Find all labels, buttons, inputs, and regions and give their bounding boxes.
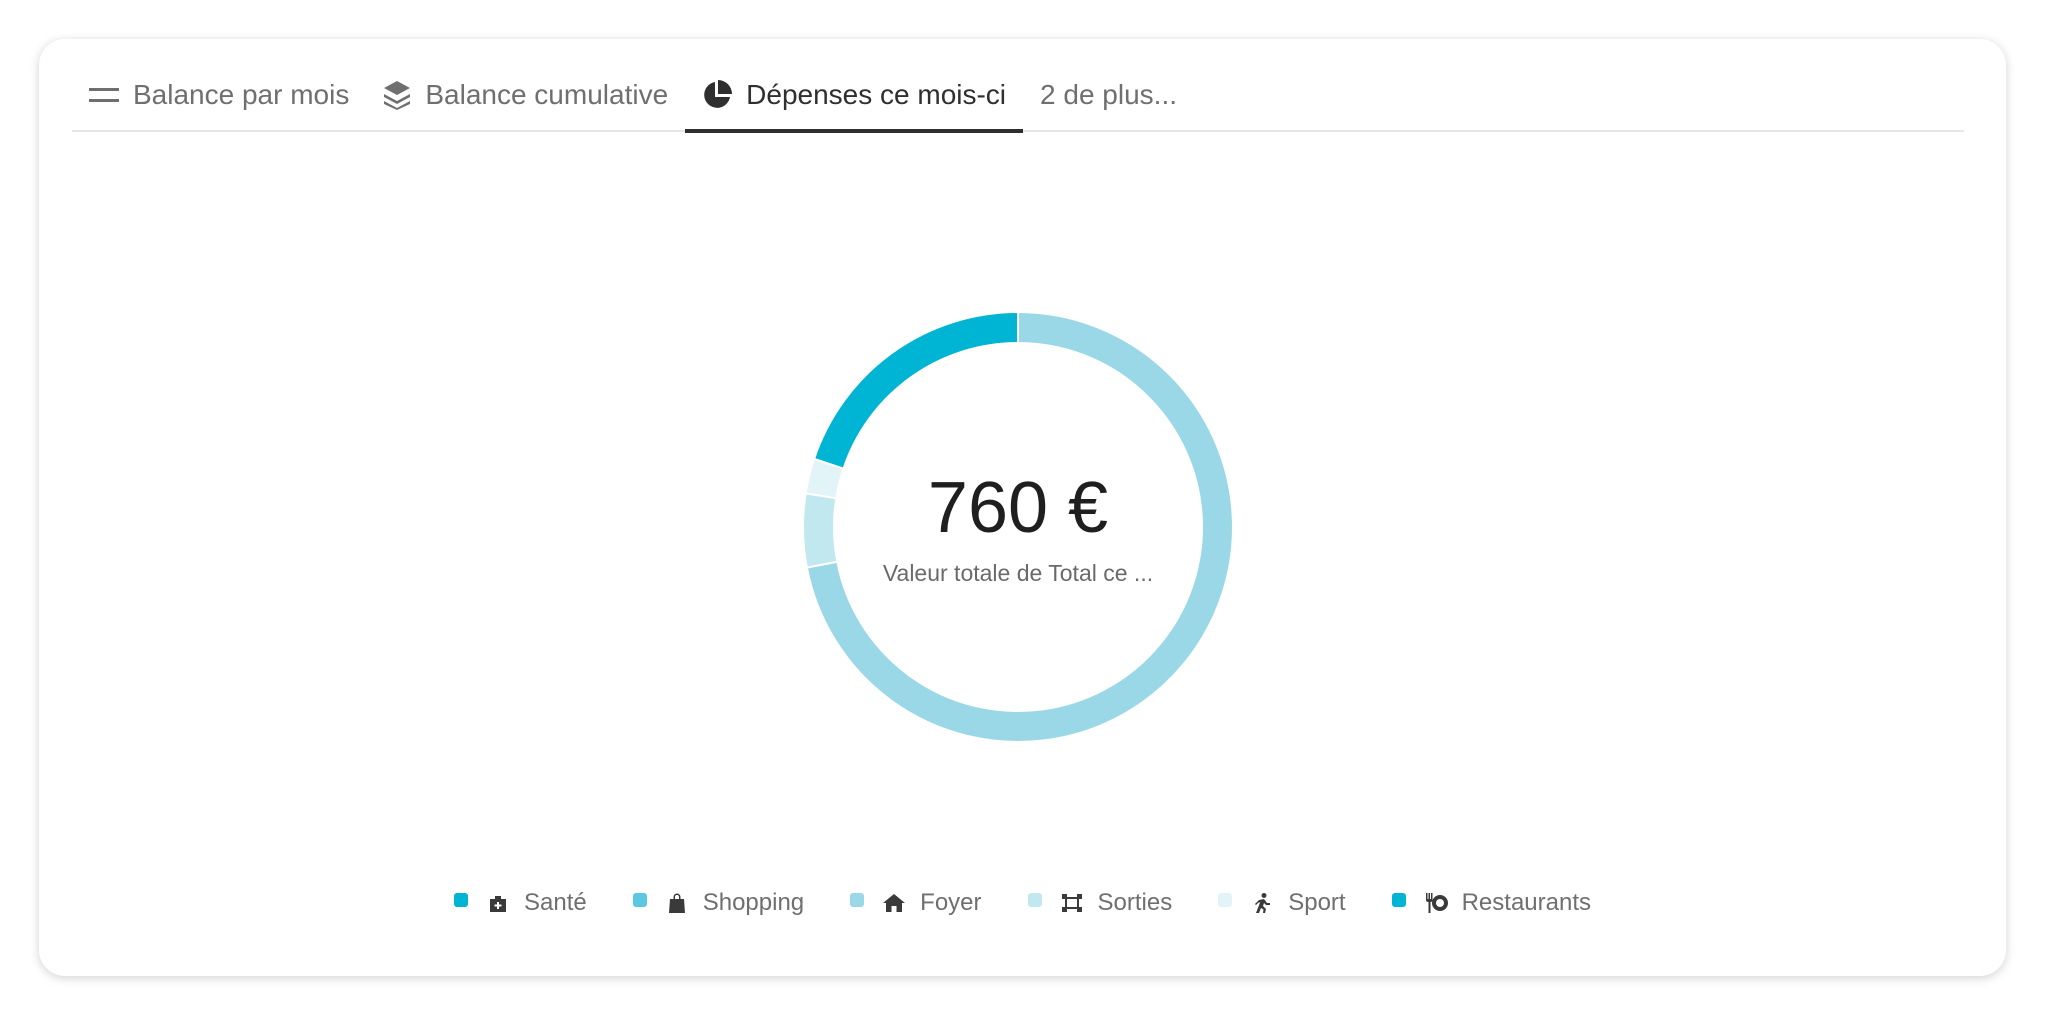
tab-label: 2 de plus...: [1040, 78, 1178, 110]
icon-shape: [1425, 893, 1448, 913]
legend-item[interactable]: Foyer: [850, 889, 982, 917]
tab[interactable]: Balance par mois: [72, 60, 366, 133]
icon-shape: [883, 894, 906, 912]
icon-shape: [1255, 893, 1271, 913]
legend-label: Foyer: [920, 889, 982, 916]
center-label: Valeur totale de Total ce ...: [883, 560, 1153, 586]
legend-swatch: [632, 893, 647, 907]
icon-shape: [490, 896, 506, 912]
card: Balance par mois Balance cumulative Dépe…: [39, 39, 2006, 976]
chart: 760 € Valeur totale de Total ce ...: [802, 310, 1234, 743]
donut-segment: [804, 457, 845, 500]
tab[interactable]: Balance cumulative: [366, 60, 685, 133]
legend-item[interactable]: Santé: [454, 889, 587, 917]
legend: Santé Shopping Foyer Sorties Sport Restaurant…: [39, 889, 2006, 917]
legend-icon: [1425, 893, 1448, 913]
center-value: 760 €: [928, 468, 1108, 548]
legend-swatch: [1027, 893, 1042, 907]
legend-icon: [668, 893, 685, 913]
icon-shape: [668, 893, 685, 913]
legend-label: Shopping: [702, 889, 805, 916]
tab-label: Balance cumulative: [425, 78, 669, 110]
legend-item[interactable]: Restaurants: [1391, 889, 1591, 917]
legend-label: Sorties: [1097, 889, 1173, 916]
tab-bar: Balance par mois Balance cumulative Dépe…: [72, 39, 1964, 133]
legend-icon: [1255, 893, 1271, 913]
legend-swatch: [850, 893, 865, 907]
legend-label: Santé: [524, 889, 587, 916]
tab-icon: [89, 87, 119, 102]
legend-icon: [490, 896, 506, 912]
tab[interactable]: 2 de plus...: [1023, 60, 1194, 133]
legend-swatch: [1218, 893, 1233, 907]
legend-label: Restaurants: [1461, 889, 1591, 916]
donut-segment: [802, 492, 839, 569]
legend-swatch: [1391, 893, 1406, 907]
donut-segment: [805, 310, 1234, 743]
tab-label: Balance par mois: [133, 78, 350, 110]
legend-item[interactable]: Shopping: [632, 889, 805, 917]
legend-swatch: [454, 893, 468, 907]
legend-item[interactable]: Sport: [1218, 889, 1346, 917]
donut-segment: [812, 310, 1019, 470]
tab[interactable]: Dépenses ce mois-ci: [685, 60, 1024, 133]
legend-icon: [883, 894, 906, 912]
tab-icon: [704, 79, 733, 108]
legend-label: Sport: [1288, 889, 1346, 916]
legend-icon: [1061, 894, 1082, 912]
tab-label: Dépenses ce mois-ci: [746, 78, 1007, 110]
legend-item[interactable]: Sorties: [1027, 889, 1173, 917]
tab-icon: [384, 80, 411, 110]
icon-shape: [1061, 894, 1082, 912]
